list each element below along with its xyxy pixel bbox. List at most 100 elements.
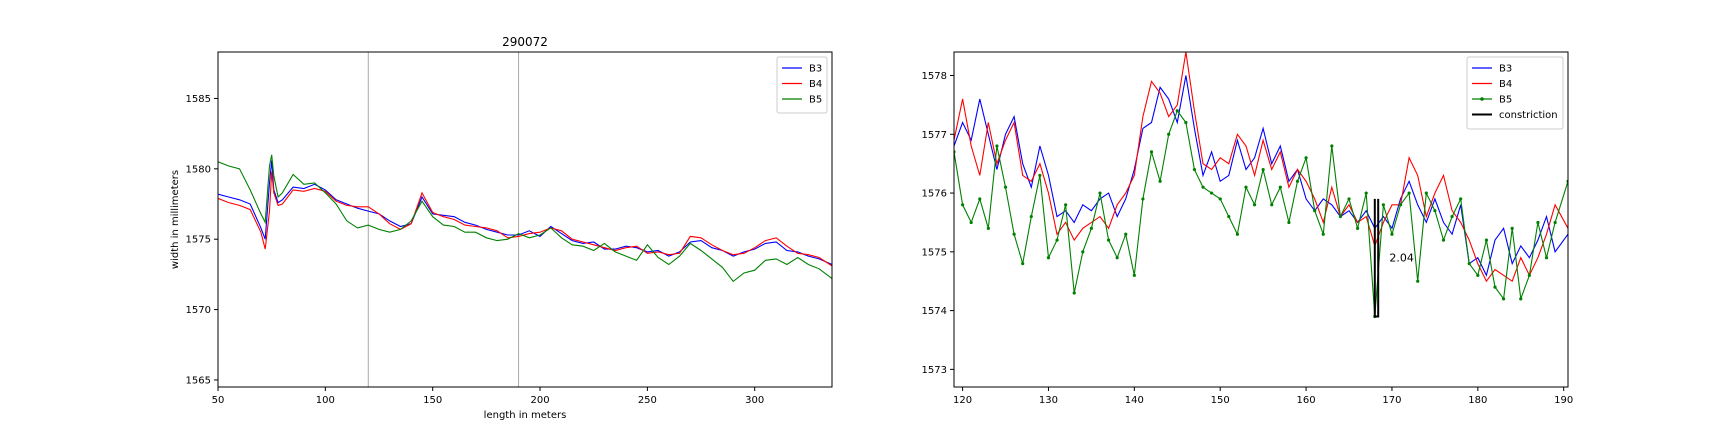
y-tick-label: 1585 (186, 94, 211, 105)
data-point-B5 (986, 226, 990, 230)
data-point-B5 (1536, 220, 1540, 225)
data-point-B5 (1184, 120, 1188, 125)
x-tick-label: 170 (1382, 395, 1401, 406)
legend-label: B3 (1499, 64, 1512, 75)
data-point-B5 (1081, 250, 1085, 254)
data-point-B5 (1544, 256, 1549, 260)
data-point-B5 (1055, 238, 1059, 242)
data-point-B5 (1012, 232, 1016, 236)
x-tick-label: 250 (638, 395, 657, 406)
data-point-B5 (1356, 226, 1360, 230)
data-point-B5 (1167, 132, 1171, 136)
x-tick-label: 150 (423, 395, 442, 406)
data-point-B5 (1201, 185, 1205, 189)
chart-panel-1: 50 100 150 200 250 300 1565 1570 1575 1580 1585 290… (170, 35, 833, 421)
data-point-B5 (1295, 179, 1300, 183)
x-tick-label: 130 (1039, 395, 1058, 406)
x-tick-label: 200 (530, 395, 549, 406)
series-line-B4 (954, 52, 1568, 283)
data-point-B5 (1450, 214, 1454, 219)
axes-frame (953, 51, 1569, 388)
x-tick-label: 300 (745, 395, 764, 406)
data-point-B5 (1304, 156, 1308, 160)
legend-label: B5 (809, 95, 822, 106)
y-tick-label: 1565 (186, 375, 211, 386)
data-point-B5 (978, 197, 982, 201)
data-point-B5 (1115, 256, 1119, 260)
legend-marker (1480, 97, 1484, 101)
chart-panel-2: 120 130 140 150 160 170 180 190 1573 1574 1575 1576… (922, 51, 1573, 406)
data-point-B5 (1046, 256, 1051, 260)
data-point-B5 (1192, 167, 1197, 172)
data-point-B5 (1381, 203, 1385, 207)
data-point-B5 (1467, 261, 1471, 266)
x-tick-label: 180 (1468, 395, 1487, 406)
data-point-B5 (1424, 191, 1428, 195)
plot-area (954, 52, 1568, 319)
data-point-B5 (1347, 197, 1351, 201)
data-point-B5 (1141, 197, 1145, 201)
data-point-B5 (1510, 226, 1514, 230)
data-point-B5 (1364, 191, 1368, 195)
data-point-B5 (1459, 197, 1463, 201)
x-tick-label: 50 (212, 395, 225, 406)
y-tick-label: 1575 (186, 235, 211, 246)
data-point-B5 (1089, 226, 1093, 230)
data-point-B5 (1210, 191, 1214, 195)
data-point-B5 (1106, 238, 1111, 242)
series-line-B3 (954, 75, 1568, 277)
legend-label: B4 (809, 79, 822, 90)
data-point-B5 (1484, 238, 1489, 242)
data-point-B5 (1029, 214, 1033, 219)
data-point-B5 (1227, 214, 1231, 219)
x-tick-label: 160 (1297, 395, 1316, 406)
data-point-B5 (1519, 297, 1523, 301)
plot-area (218, 154, 832, 283)
data-point-B5 (1244, 185, 1248, 189)
data-point-B5 (1338, 214, 1343, 219)
legend-label: B4 (1499, 79, 1512, 90)
data-point-B5 (969, 220, 973, 225)
series-line-B4 (218, 171, 832, 267)
data-point-B5 (1390, 232, 1394, 236)
x-tick-label: 150 (1211, 395, 1230, 406)
data-point-B5 (1553, 220, 1557, 225)
x-tick-label: 120 (953, 395, 972, 406)
legend: B3 B4 B5 (776, 56, 828, 114)
data-point-B5 (1261, 167, 1265, 172)
y-tick-label: 1573 (922, 365, 947, 376)
y-axis-label: width in millimeters (170, 170, 181, 269)
x-axis-label: length in meters (484, 410, 567, 421)
y-tick-label: 1577 (922, 130, 947, 141)
data-point-B5 (1072, 291, 1076, 295)
data-point-B5 (1038, 173, 1042, 178)
data-point-B5 (1158, 179, 1162, 183)
series-line-B3 (218, 160, 832, 266)
data-point-B5 (1416, 279, 1420, 283)
series-line-B5 (954, 109, 1568, 317)
x-tick-label: 100 (316, 395, 335, 406)
chart-title: 290072 (502, 35, 548, 49)
data-point-B5 (1501, 297, 1506, 301)
data-point-B5 (995, 144, 999, 148)
axes-frame (217, 51, 833, 388)
data-point-B5 (1270, 203, 1274, 207)
data-point-B5 (1287, 220, 1291, 225)
x-tick-label: 140 (1125, 395, 1144, 406)
data-point-B5 (1527, 273, 1531, 277)
legend-label: constriction (1499, 110, 1558, 121)
y-tick-label: 1576 (922, 189, 947, 200)
data-point-B5 (1149, 150, 1154, 154)
data-point-B5 (1493, 285, 1497, 289)
legend-label: B5 (1499, 95, 1512, 106)
y-tick-label: 1578 (922, 71, 947, 82)
data-point-B5 (1441, 238, 1446, 242)
y-tick-label: 1574 (922, 306, 947, 317)
data-point-B5 (1218, 197, 1222, 201)
data-point-B5 (1021, 261, 1025, 266)
data-point-B5 (1313, 209, 1317, 213)
legend-label: B3 (809, 64, 822, 75)
y-tick-label: 1580 (186, 164, 211, 175)
data-point-B5 (1330, 144, 1334, 148)
